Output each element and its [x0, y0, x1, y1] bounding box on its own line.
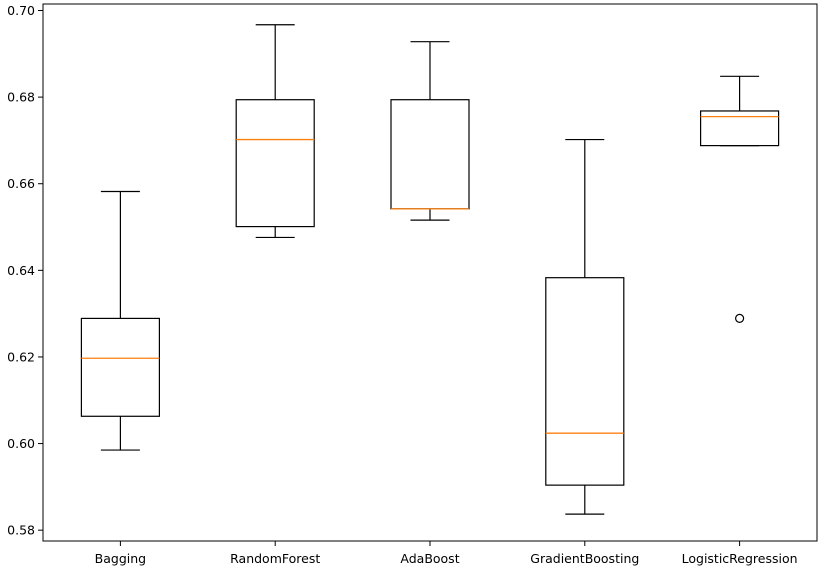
x-tick-label: GradientBoosting: [530, 551, 639, 566]
box-adaboost: [390, 41, 470, 221]
iqr-box: [80, 317, 161, 417]
x-tick-label: LogisticRegression: [682, 551, 798, 566]
x-tick-label: AdaBoost: [400, 551, 459, 566]
iqr-box: [390, 99, 470, 210]
y-tick-label: 0.70: [7, 3, 35, 18]
y-tick-label: 0.58: [7, 523, 35, 538]
box-gradientboosting: [545, 138, 625, 515]
box-bagging: [80, 190, 161, 451]
iqr-box: [235, 99, 315, 228]
y-tick-label: 0.68: [7, 90, 35, 105]
x-tick-label: RandomForest: [230, 551, 320, 566]
axes: 0.58 0.60 0.62 0.64 0.66 0.68 0.70 Bagging Rando…: [7, 3, 818, 566]
iqr-box: [699, 110, 780, 147]
y-tick-label: 0.64: [7, 263, 35, 278]
y-tick-label: 0.60: [7, 436, 35, 451]
y-tick-label: 0.66: [7, 176, 35, 191]
plot-area: [80, 24, 780, 515]
iqr-box: [545, 277, 625, 486]
y-tick-label: 0.62: [7, 349, 35, 364]
box-logisticregression: [699, 75, 780, 324]
x-tick-label: Bagging: [95, 551, 146, 566]
box-randomforest: [235, 24, 315, 239]
outlier-point: [734, 313, 745, 324]
